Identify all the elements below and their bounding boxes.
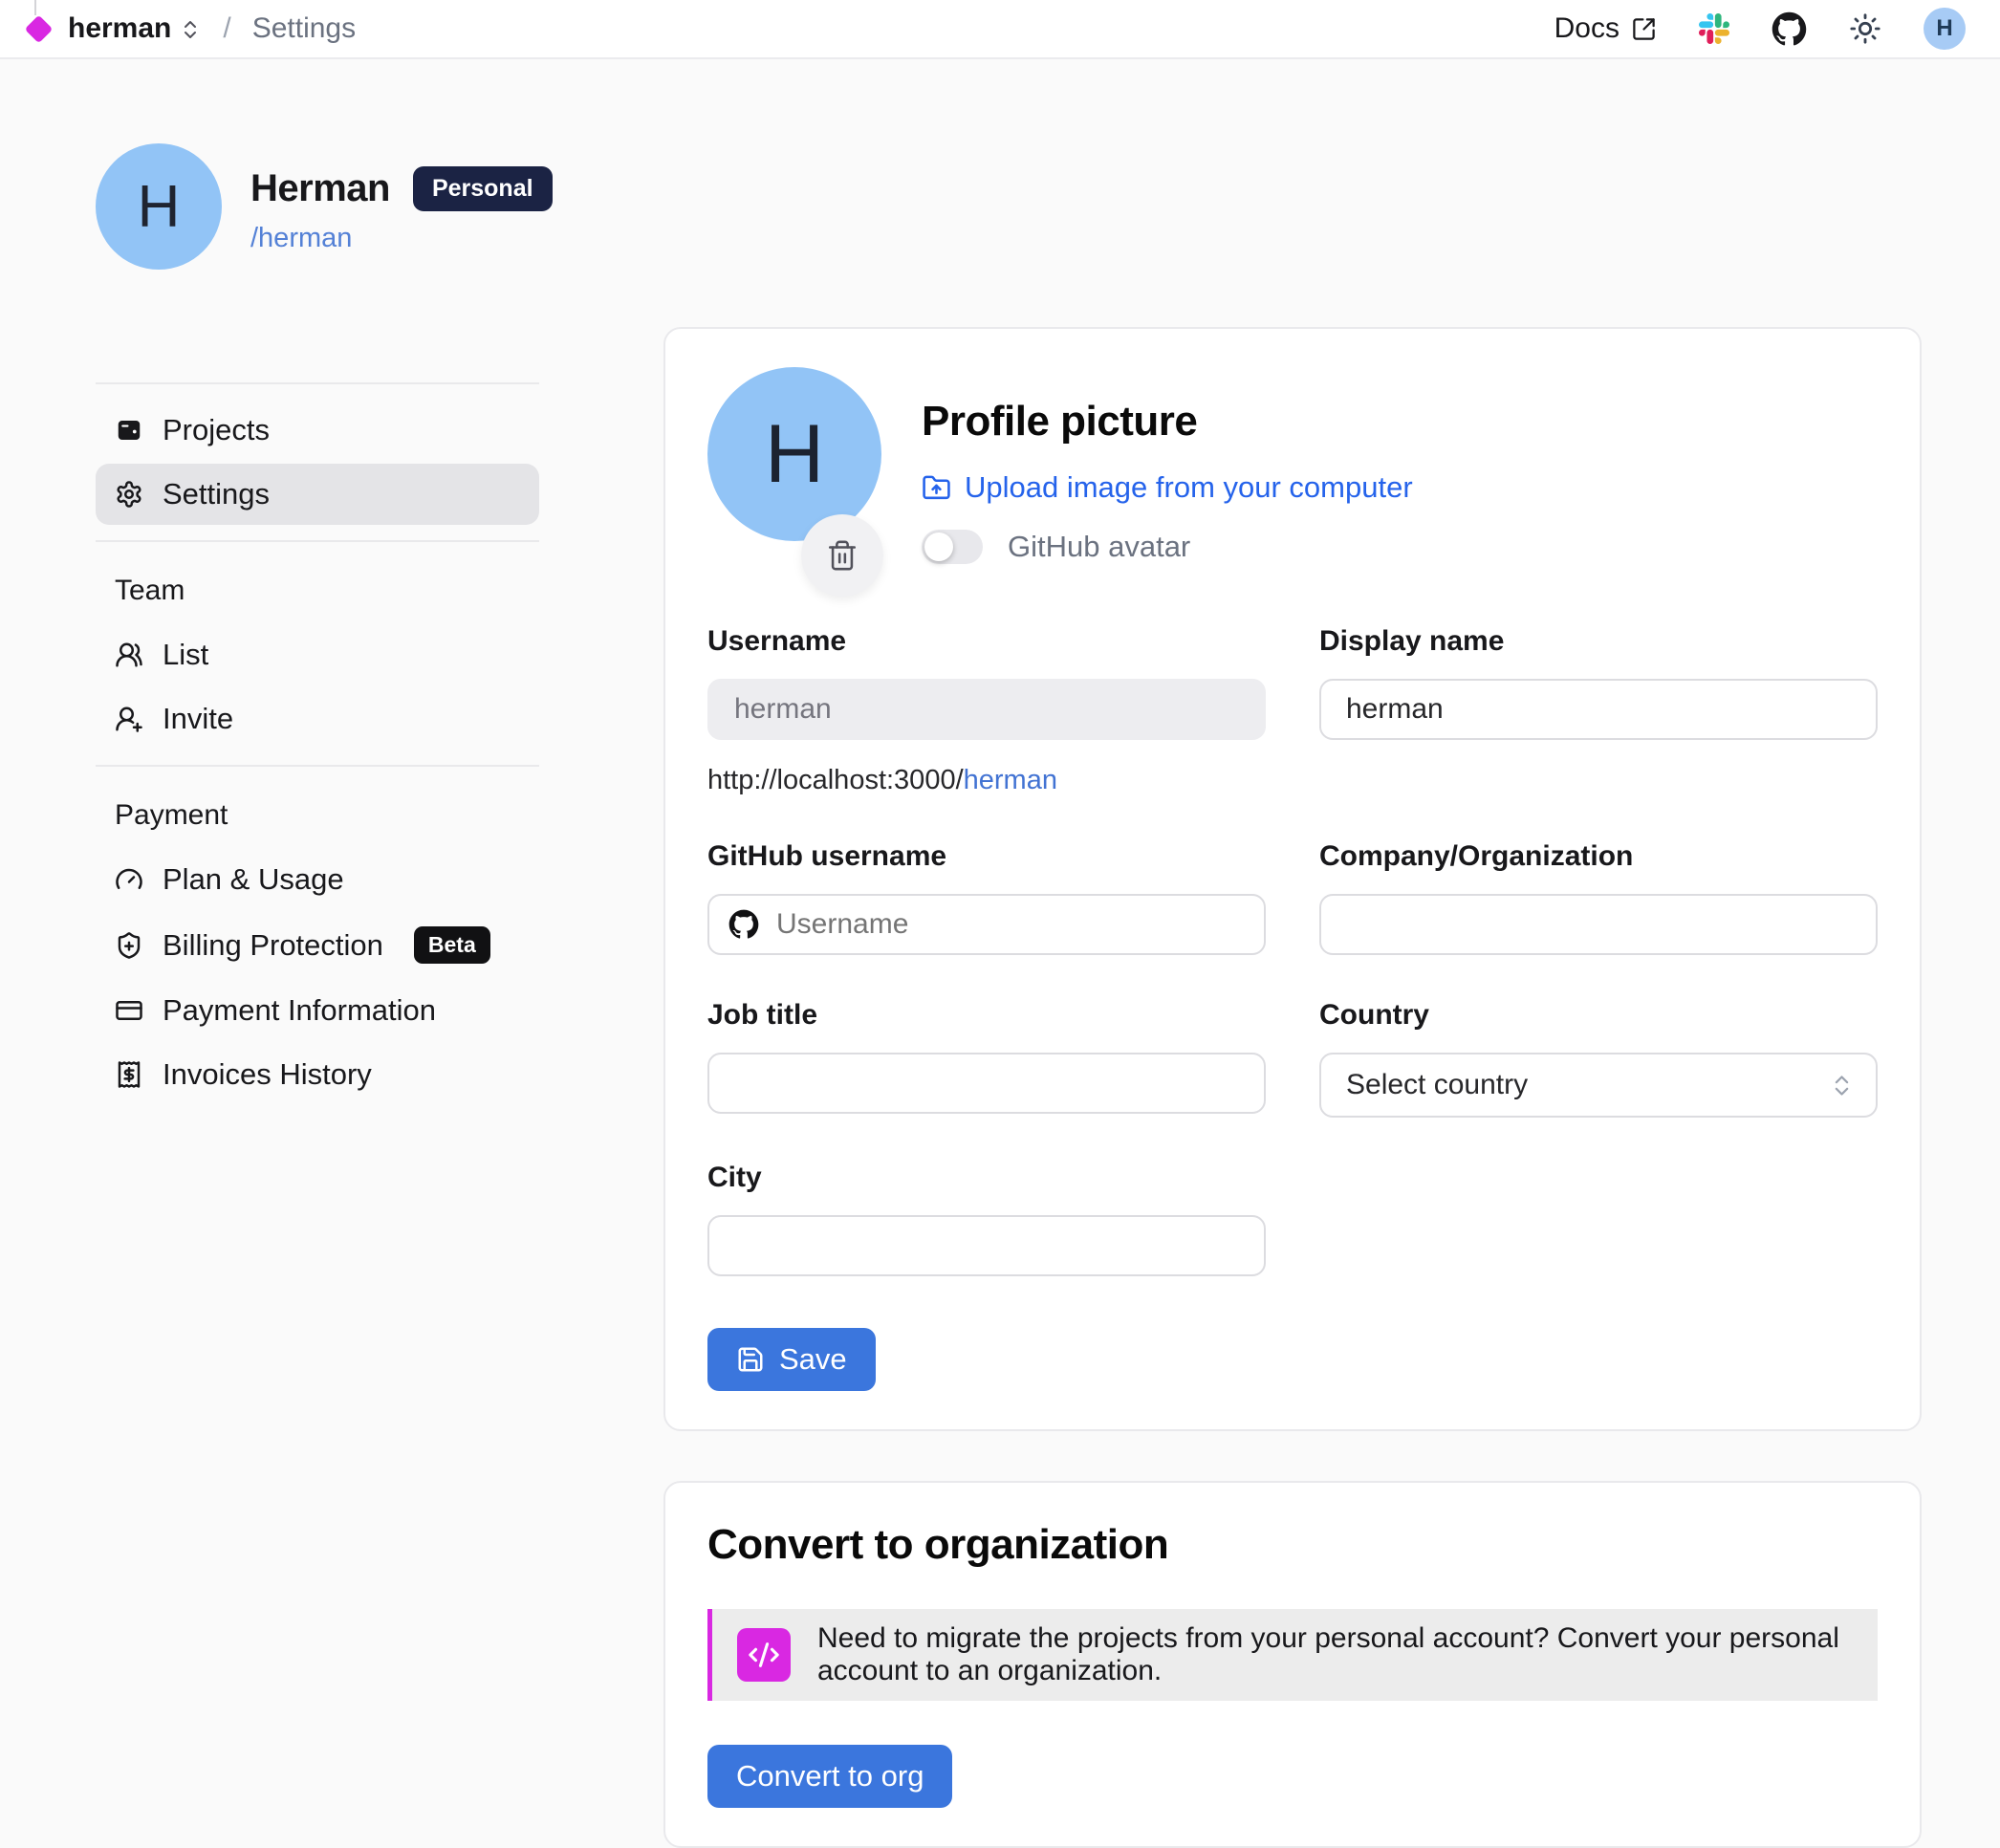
profile-url-prefix: http://localhost:3000/ [707, 765, 964, 795]
sidebar-item-settings[interactable]: Settings [96, 464, 539, 525]
convert-card-title: Convert to organization [707, 1521, 1169, 1568]
top-navbar: herman / Settings Docs H [0, 0, 2000, 59]
sidebar-item-billing-protection[interactable]: Billing Protection Beta [96, 913, 539, 977]
gear-icon [117, 481, 141, 508]
company-input[interactable] [1319, 894, 1878, 955]
github-mark-icon [728, 909, 759, 939]
main-content: H Profile picture Upload image from your… [663, 327, 1922, 1848]
sidebar-item-label: Invoices History [163, 1057, 372, 1091]
city-field-group: City [707, 1162, 1266, 1276]
breadcrumb-separator: / [223, 12, 231, 44]
username-label: Username [707, 625, 847, 657]
brand-diamond-icon[interactable] [24, 14, 54, 43]
save-button-label: Save [779, 1342, 847, 1376]
github-avatar-toggle-label: GitHub avatar [1008, 530, 1191, 563]
country-field-group: Country Select country [1319, 999, 1878, 1118]
user-plus-icon [116, 707, 142, 732]
username-field-group: Username http://localhost:3000/herman [707, 625, 1266, 796]
upload-image-label: Upload image from your computer [965, 470, 1413, 504]
save-icon [738, 1347, 763, 1372]
profile-picture-avatar: H [707, 367, 881, 541]
profile-name: Herman [250, 167, 390, 209]
toggle-knob [924, 533, 953, 561]
beta-badge: Beta [413, 926, 490, 964]
sidebar-item-label: List [163, 638, 209, 671]
sidebar-item-label: Payment Information [163, 993, 437, 1027]
profile-url-handle[interactable]: herman [963, 765, 1057, 795]
breadcrumb-current: Settings [251, 12, 357, 44]
sidebar-section-team: Team [115, 575, 185, 606]
delete-avatar-button[interactable] [801, 514, 883, 597]
divider [96, 382, 539, 384]
profile-settings-card: H Profile picture Upload image from your… [663, 327, 1922, 1431]
job-title-field-group: Job title [707, 999, 1266, 1114]
sidebar-item-label: Invite [163, 702, 234, 735]
sidebar-item-label: Plan & Usage [163, 862, 344, 896]
code-icon [737, 1628, 791, 1682]
profile-avatar: H [96, 143, 222, 270]
convert-to-org-label: Convert to org [736, 1759, 924, 1793]
sun-icon[interactable] [1849, 12, 1881, 45]
receipt-icon [118, 1061, 141, 1088]
convert-to-org-button[interactable]: Convert to org [707, 1745, 953, 1808]
divider [96, 540, 539, 542]
sidebar: Projects Settings Team List Invite Payme… [96, 382, 539, 1120]
username-input [707, 679, 1266, 740]
company-label: Company/Organization [1319, 840, 1634, 872]
account-type-badge: Personal [412, 166, 553, 211]
profile-handle-link[interactable]: /herman [250, 223, 353, 253]
country-select[interactable]: Select country [1319, 1053, 1878, 1118]
chevrons-up-down-icon[interactable] [179, 18, 202, 41]
sidebar-item-list[interactable]: List [96, 624, 539, 685]
display-name-field-group: Display name [1319, 625, 1878, 740]
company-field-group: Company/Organization [1319, 840, 1878, 955]
upload-image-link[interactable]: Upload image from your computer [922, 470, 1413, 505]
divider [96, 765, 539, 767]
credit-card-icon [116, 1001, 142, 1020]
github-username-label: GitHub username [707, 840, 947, 872]
city-label: City [707, 1162, 762, 1193]
chevrons-up-down-icon [1835, 1075, 1849, 1096]
github-username-field-group: GitHub username [707, 840, 1266, 955]
docs-label: Docs [1554, 12, 1620, 44]
slack-icon[interactable] [1699, 13, 1729, 44]
profile-url: http://localhost:3000/herman [707, 765, 1266, 796]
sidebar-item-projects[interactable]: Projects [96, 400, 539, 461]
display-name-label: Display name [1319, 625, 1505, 657]
users-icon [116, 642, 142, 667]
sidebar-section-payment: Payment [115, 799, 228, 831]
external-link-icon [1633, 17, 1655, 40]
sidebar-item-invoices-history[interactable]: Invoices History [96, 1044, 539, 1105]
wallet-icon [118, 421, 141, 440]
convert-notice: Need to migrate the projects from your p… [707, 1609, 1878, 1701]
country-select-value: Select country [1346, 1069, 1529, 1100]
docs-link[interactable]: Docs [1554, 12, 1657, 45]
sidebar-item-label: Projects [163, 413, 270, 446]
github-icon[interactable] [1772, 11, 1807, 47]
shield-plus-icon [118, 931, 141, 959]
profile-picture-title: Profile picture [922, 398, 1198, 445]
sidebar-item-label: Settings [163, 477, 271, 511]
user-menu-avatar[interactable]: H [1924, 8, 1966, 50]
job-title-label: Job title [707, 999, 818, 1031]
github-username-input[interactable] [707, 894, 1266, 955]
brand-drop-line [34, 0, 36, 15]
sidebar-item-label: Billing Protection [163, 927, 383, 962]
save-button[interactable]: Save [707, 1328, 876, 1391]
job-title-input[interactable] [707, 1053, 1266, 1114]
sidebar-item-payment-information[interactable]: Payment Information [96, 980, 539, 1041]
profile-header: H Herman Personal /herman [96, 143, 553, 270]
city-input[interactable] [707, 1215, 1266, 1276]
trash-icon [828, 540, 857, 571]
github-avatar-toggle[interactable] [922, 530, 983, 564]
gauge-icon [116, 868, 142, 889]
sidebar-item-plan-usage[interactable]: Plan & Usage [96, 849, 539, 910]
convert-notice-text: Need to migrate the projects from your p… [817, 1622, 1839, 1686]
convert-to-organization-card: Convert to organization Need to migrate … [663, 1481, 1922, 1848]
display-name-input[interactable] [1319, 679, 1878, 740]
workspace-switcher[interactable]: herman [68, 12, 172, 44]
country-label: Country [1319, 999, 1429, 1031]
folder-up-icon [923, 475, 950, 499]
sidebar-item-invite[interactable]: Invite [96, 688, 539, 750]
